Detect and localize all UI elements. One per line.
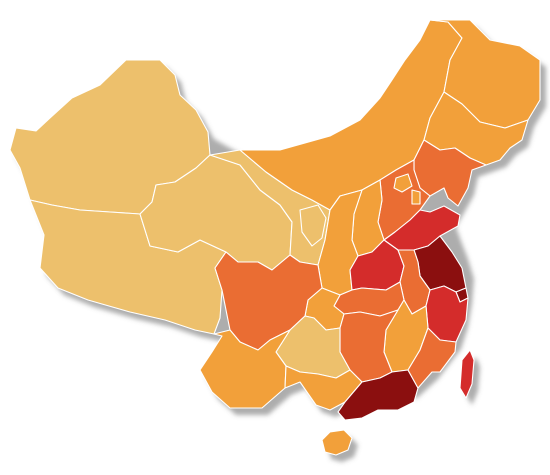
region-tianjin [411, 189, 421, 205]
region-ningxia [299, 204, 327, 247]
region-fujian [407, 327, 457, 389]
region-sichuan [214, 251, 323, 351]
region-beijing [393, 173, 413, 193]
region-guangdong [337, 369, 419, 421]
province-regions [9, 19, 541, 456]
region-hainan [321, 429, 353, 456]
region-taiwan [459, 349, 475, 399]
